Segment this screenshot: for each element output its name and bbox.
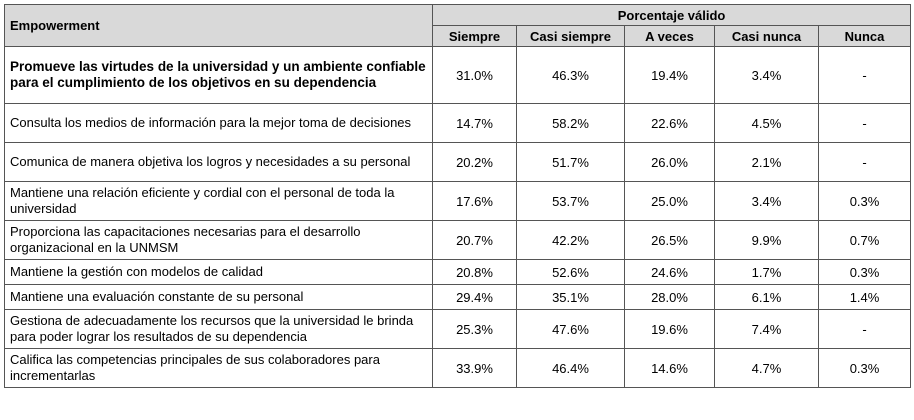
- cell-a-veces: 22.6%: [624, 103, 715, 143]
- cell-casi-nunca: 4.5%: [714, 103, 819, 143]
- cell-nunca: 0.3%: [817, 259, 912, 285]
- cell-siempre: 20.8%: [432, 259, 517, 285]
- cell-casi-nunca: 7.4%: [714, 309, 819, 349]
- cell-nunca: 1.4%: [817, 284, 912, 310]
- cell-casi-siempre: 58.2%: [516, 103, 625, 143]
- group-header: Porcentaje válido: [431, 4, 912, 26]
- table-row: Mantiene una evaluación constante de su …: [4, 284, 912, 310]
- row-label: Comunica de manera objetiva los logros y…: [4, 142, 433, 182]
- cell-a-veces: 25.0%: [624, 181, 715, 221]
- row-label: Mantiene una relación eficiente y cordia…: [4, 181, 433, 221]
- empowerment-table: Empowerment Porcentaje válido Siempre Ca…: [4, 4, 912, 388]
- cell-nunca: 0.7%: [817, 220, 912, 260]
- cell-a-veces: 26.5%: [624, 220, 715, 260]
- table-row: Mantiene la gestión con modelos de calid…: [4, 259, 912, 285]
- table-row: Consulta los medios de información para …: [4, 103, 912, 143]
- cell-a-veces: 19.6%: [624, 309, 715, 349]
- table-row: Mantiene una relación eficiente y cordia…: [4, 181, 912, 221]
- row-label: Mantiene una evaluación constante de su …: [4, 284, 433, 310]
- column-header-nunca: Nunca: [817, 25, 912, 47]
- cell-siempre: 20.2%: [432, 142, 517, 182]
- table-row: Califica las competencias principales de…: [4, 348, 912, 388]
- cell-nunca: 0.3%: [817, 348, 912, 388]
- dimension-header: Empowerment: [4, 4, 433, 47]
- row-label: Promueve las virtudes de la universidad …: [4, 46, 433, 104]
- cell-a-veces: 14.6%: [624, 348, 715, 388]
- cell-siempre: 33.9%: [432, 348, 517, 388]
- cell-siempre: 25.3%: [432, 309, 517, 349]
- cell-casi-siempre: 46.4%: [516, 348, 625, 388]
- cell-casi-nunca: 6.1%: [714, 284, 819, 310]
- cell-nunca: 0.3%: [817, 181, 912, 221]
- column-header-siempre: Siempre: [432, 25, 517, 47]
- cell-casi-siempre: 47.6%: [516, 309, 625, 349]
- row-label: Mantiene la gestión con modelos de calid…: [4, 259, 433, 285]
- cell-nunca: -: [817, 103, 912, 143]
- cell-nunca: -: [817, 309, 912, 349]
- cell-casi-siempre: 51.7%: [516, 142, 625, 182]
- cell-casi-nunca: 9.9%: [714, 220, 819, 260]
- table-row: Proporciona las capacitaciones necesaria…: [4, 220, 912, 260]
- cell-nunca: -: [817, 142, 912, 182]
- cell-casi-siempre: 42.2%: [516, 220, 625, 260]
- cell-casi-nunca: 4.7%: [714, 348, 819, 388]
- cell-casi-siempre: 35.1%: [516, 284, 625, 310]
- row-label: Proporciona las capacitaciones necesaria…: [4, 220, 433, 260]
- cell-casi-siempre: 46.3%: [516, 46, 625, 104]
- column-header-casi-siempre: Casi siempre: [516, 25, 625, 47]
- cell-casi-nunca: 3.4%: [714, 181, 819, 221]
- cell-casi-nunca: 2.1%: [714, 142, 819, 182]
- cell-a-veces: 24.6%: [624, 259, 715, 285]
- cell-casi-nunca: 3.4%: [714, 46, 819, 104]
- column-header-casi-nunca: Casi nunca: [714, 25, 819, 47]
- cell-casi-siempre: 53.7%: [516, 181, 625, 221]
- cell-siempre: 14.7%: [432, 103, 517, 143]
- cell-casi-nunca: 1.7%: [714, 259, 819, 285]
- column-header-a-veces: A veces: [624, 25, 715, 47]
- cell-casi-siempre: 52.6%: [516, 259, 625, 285]
- cell-siempre: 20.7%: [432, 220, 517, 260]
- cell-a-veces: 19.4%: [624, 46, 715, 104]
- row-label: Consulta los medios de información para …: [4, 103, 433, 143]
- row-label: Gestiona de adecuadamente los recursos q…: [4, 309, 433, 349]
- cell-nunca: -: [817, 46, 912, 104]
- cell-siempre: 17.6%: [432, 181, 517, 221]
- cell-a-veces: 28.0%: [624, 284, 715, 310]
- row-label: Califica las competencias principales de…: [4, 348, 433, 388]
- table-row: Promueve las virtudes de la universidad …: [4, 46, 912, 104]
- cell-siempre: 31.0%: [432, 46, 517, 104]
- cell-siempre: 29.4%: [432, 284, 517, 310]
- table-row: Gestiona de adecuadamente los recursos q…: [4, 309, 912, 349]
- table-row: Comunica de manera objetiva los logros y…: [4, 142, 912, 182]
- cell-a-veces: 26.0%: [624, 142, 715, 182]
